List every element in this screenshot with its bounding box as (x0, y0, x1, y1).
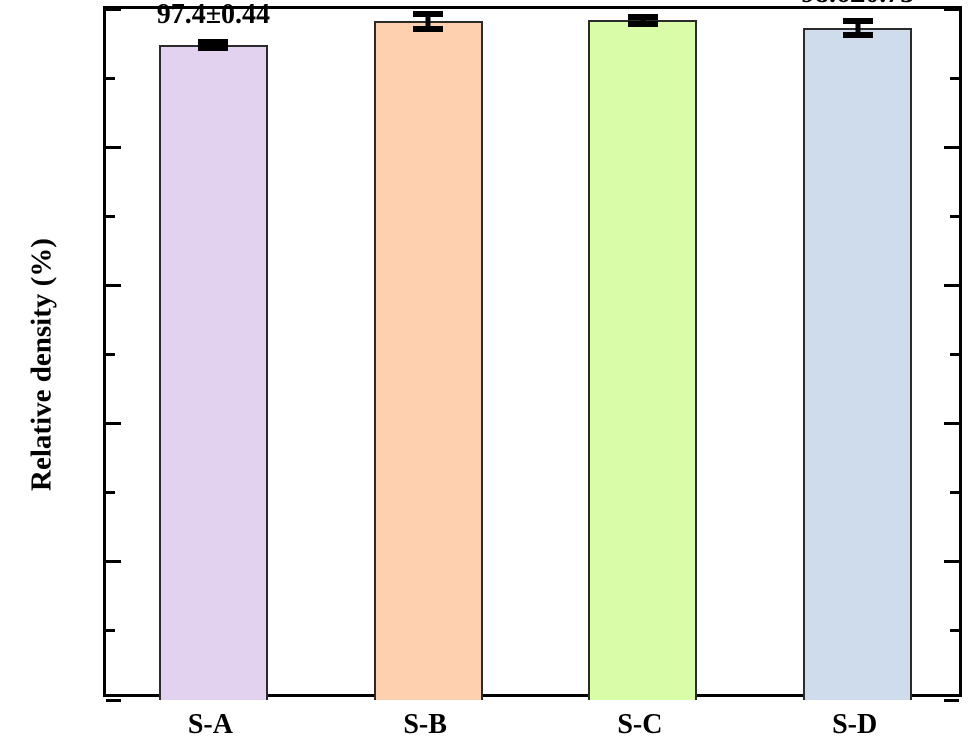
bar-value-label: 98.6±0.73 (801, 0, 914, 10)
plot-area: 506070809010097.4±0.4499.1±0.7599.2±0.47… (103, 0, 962, 702)
x-axis-label-s-d: S-D (832, 709, 878, 740)
error-bar-cap-bottom (627, 20, 658, 27)
bar-value-label: 99.2±0.47 (586, 0, 699, 6)
bar-value-label: 99.1±0.75 (371, 0, 484, 3)
error-bar-cap-top (198, 38, 229, 45)
y-tick-major (106, 560, 121, 564)
error-bar (842, 18, 873, 39)
x-axis-label-s-c: S-C (617, 709, 663, 740)
error-bar-cap-bottom (842, 32, 873, 39)
y-tick-major-right (944, 283, 959, 287)
y-tick-major-right (944, 698, 959, 702)
y-tick-major (106, 283, 121, 287)
error-bar-line (425, 11, 431, 32)
y-axis-title: Relative density (%) (25, 238, 58, 491)
bar-s-c (588, 20, 698, 700)
error-bar-cap-bottom (198, 45, 229, 51)
error-bar-cap-top (627, 13, 658, 20)
error-bar-cap-top (413, 11, 444, 18)
y-tick-major (106, 698, 121, 702)
x-axis-label-s-a: S-A (187, 709, 233, 740)
y-tick-minor (106, 491, 115, 495)
y-tick-minor (106, 353, 115, 356)
error-bar (198, 38, 229, 51)
y-tick-minor-right (950, 491, 959, 495)
bar-s-b (373, 21, 483, 700)
bar-s-d (803, 28, 913, 700)
error-bar-line (855, 18, 861, 39)
y-tick-minor-right (950, 76, 959, 80)
bar-value-label: 97.4±0.44 (156, 0, 271, 30)
error-bar-line (640, 13, 646, 27)
y-tick-major-right (944, 560, 959, 564)
y-tick-major (106, 145, 121, 149)
y-tick-major (106, 7, 121, 11)
error-bar-cap-top (842, 18, 873, 25)
y-tick-major-right (944, 145, 959, 149)
y-tick-minor (106, 214, 115, 218)
y-tick-minor (106, 76, 115, 80)
y-tick-minor-right (950, 353, 959, 356)
y-tick-major-right (944, 422, 959, 426)
y-tick-major (106, 422, 121, 426)
y-tick-major-right (944, 7, 959, 11)
error-bar (413, 11, 444, 32)
error-bar (627, 13, 658, 27)
y-tick-minor-right (950, 214, 959, 218)
bar-s-a (158, 44, 268, 700)
error-bar-cap-bottom (413, 25, 444, 32)
error-bar-line (210, 38, 216, 51)
x-axis-label-s-b: S-B (403, 709, 447, 740)
y-tick-minor (106, 629, 115, 633)
y-tick-minor-right (950, 629, 959, 633)
